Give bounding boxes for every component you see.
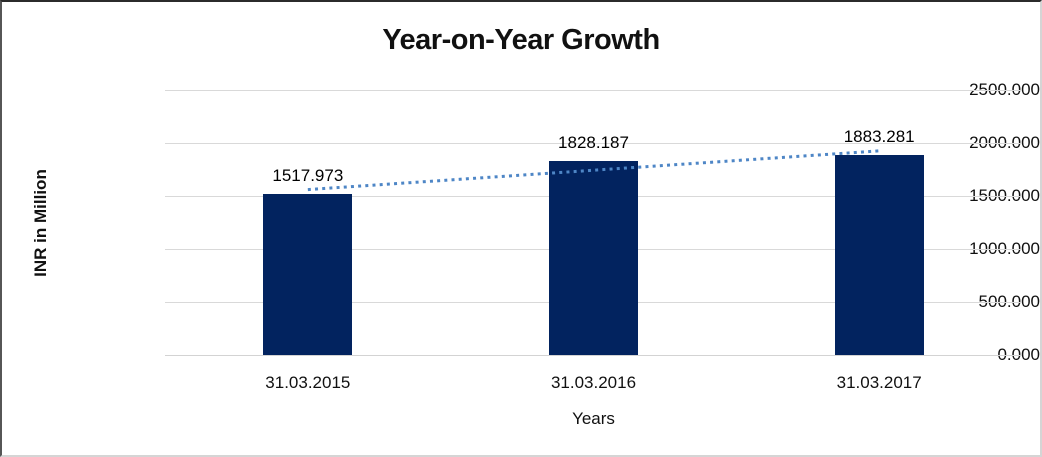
y-tick-label: 1000.000 <box>969 239 1040 258</box>
x-tick-label: 31.03.2015 <box>265 373 351 392</box>
plot-area: 1517.973 1828.187 1883.281 <box>165 90 1022 356</box>
y-axis-title: INR in Million <box>31 169 50 277</box>
gridline <box>165 143 1022 144</box>
y-tick-label: 500.000 <box>978 292 1040 311</box>
bar-data-label: 1883.281 <box>843 127 915 147</box>
y-tick-label: 2000.000 <box>969 133 1040 152</box>
x-axis-line <box>165 355 1022 356</box>
y-tick-label: 1500.000 <box>969 186 1040 205</box>
y-tick-label: 0.000 <box>997 345 1040 364</box>
bar-data-label: 1828.187 <box>558 133 629 153</box>
gridline <box>165 90 1022 91</box>
bar <box>549 161 638 355</box>
y-tick-label: 2500.000 <box>969 80 1040 99</box>
bar <box>263 194 353 355</box>
x-tick-label: 31.03.2017 <box>836 373 922 392</box>
bar-data-label: 1517.973 <box>272 166 344 186</box>
bar <box>834 155 924 355</box>
x-axis-title: Years <box>572 409 615 428</box>
x-tick-label: 31.03.2016 <box>550 373 637 392</box>
chart-title: Year-on-Year Growth <box>382 24 660 56</box>
